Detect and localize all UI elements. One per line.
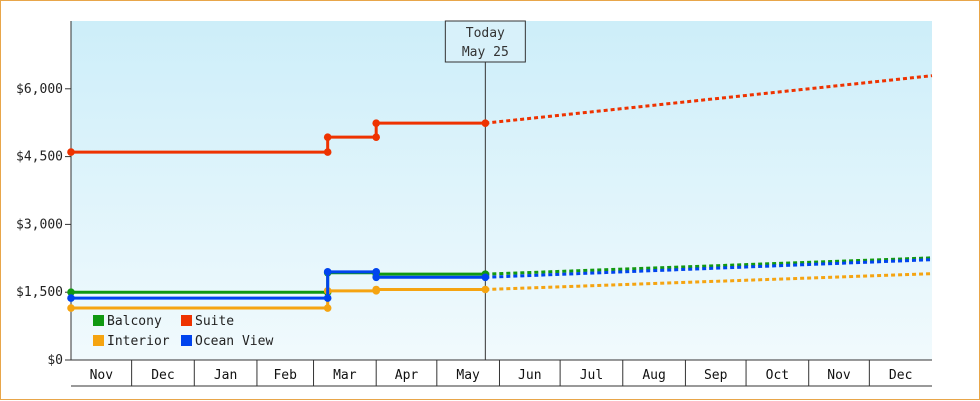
today-label: Today: [466, 26, 505, 41]
series-ocean-view: [67, 258, 933, 302]
x-axis-months: Nov Dec Jan Feb Mar Apr May Jun Jul Aug Sep Oct Nov D…: [71, 360, 932, 387]
month-label: Oct: [766, 368, 789, 383]
data-point: [67, 288, 75, 297]
month-label: Apr: [395, 368, 419, 383]
y-tick-label: $3,000: [16, 217, 63, 232]
series-lines: [67, 74, 933, 312]
data-point: [67, 294, 75, 302]
data-point: [67, 304, 75, 312]
month-label: May: [456, 368, 480, 383]
today-box: [444, 20, 526, 63]
series-forecast-line: [485, 256, 933, 276]
today-marker: Today May 25: [444, 20, 526, 360]
series-suite: [67, 74, 933, 156]
month-label: Sep: [704, 368, 728, 383]
month-label: Nov: [90, 368, 114, 383]
legend-swatch-interior: [93, 335, 104, 346]
data-point: [372, 119, 380, 127]
data-point: [372, 268, 380, 276]
data-point: [481, 119, 490, 127]
data-point: [323, 304, 332, 312]
legend-swatch-balcony: [93, 315, 104, 326]
y-tick-label: $0: [47, 353, 63, 368]
month-label: Dec: [151, 368, 174, 383]
data-point: [67, 148, 75, 156]
plot-area: [71, 21, 932, 360]
legend-label-balcony: Balcony: [107, 314, 162, 329]
month-label: Jul: [580, 368, 603, 383]
axes: [70, 21, 932, 361]
series-forecast-line: [485, 272, 933, 291]
data-point: [323, 133, 332, 141]
y-tick-label: $1,500: [16, 285, 63, 300]
month-label: Aug: [642, 368, 665, 383]
data-point: [323, 294, 332, 302]
series-history-line: [71, 270, 486, 300]
month-label: Feb: [273, 368, 297, 383]
y-tick-label: $4,500: [16, 150, 63, 165]
data-point: [372, 285, 380, 294]
legend-swatch-suite: [181, 315, 192, 326]
today-date: May 25: [462, 45, 509, 60]
month-label: Jun: [518, 368, 541, 383]
series-history-line: [71, 121, 486, 154]
data-point: [323, 268, 332, 276]
legend-swatch-ocean-view: [181, 335, 192, 346]
month-label: Nov: [827, 368, 851, 383]
y-tick-label: $6,000: [16, 82, 63, 97]
series-forecast-line: [485, 258, 933, 279]
month-label: Jan: [214, 368, 237, 383]
series-forecast-line: [485, 74, 933, 125]
y-axis-ticks: $0 $1,500 $3,000 $4,500 $6,000: [16, 82, 71, 368]
legend: Balcony Suite Interior Ocean View: [93, 314, 273, 349]
month-label: Mar: [333, 368, 357, 383]
legend-label-suite: Suite: [195, 314, 234, 329]
month-label: Dec: [889, 368, 912, 383]
data-point: [323, 148, 332, 156]
data-point: [481, 273, 490, 282]
legend-label-ocean-view: Ocean View: [195, 334, 273, 349]
data-point: [372, 133, 380, 141]
data-point: [372, 273, 380, 282]
legend-label-interior: Interior: [107, 334, 170, 349]
series-history-line: [71, 287, 486, 310]
data-point: [481, 285, 490, 294]
